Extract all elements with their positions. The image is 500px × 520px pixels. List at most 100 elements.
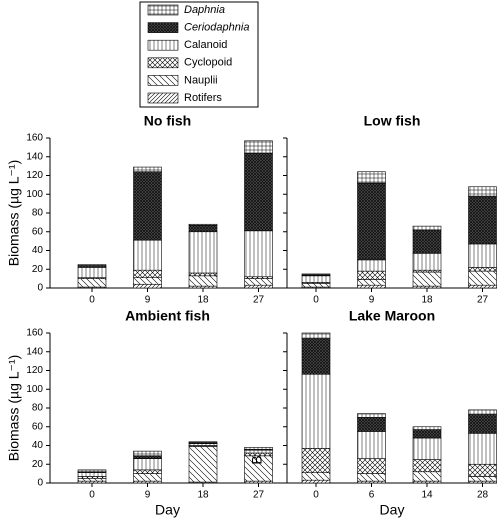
x-tick-label: 9 <box>369 295 375 306</box>
bar-segment <box>357 473 386 482</box>
bar-segment <box>357 259 386 272</box>
bar-segment <box>301 448 331 473</box>
y-tick-label: 160 <box>26 133 43 144</box>
bar-segment <box>357 458 386 474</box>
x-tick-label: 28 <box>477 490 489 501</box>
legend-swatch <box>147 92 179 104</box>
legend-swatch <box>147 57 179 69</box>
bar-segment <box>357 413 386 418</box>
y-tick-label: 100 <box>26 384 43 395</box>
y-tick-label: 60 <box>32 421 44 432</box>
y-tick-label: 0 <box>37 478 43 489</box>
bar-segment <box>357 270 386 280</box>
y-axis-label: Biomass (µg L⁻¹) <box>6 160 22 266</box>
y-tick-label: 120 <box>26 170 43 181</box>
bar-segment <box>77 469 107 473</box>
bar-segment <box>468 476 497 482</box>
y-tick-label: 120 <box>26 365 43 376</box>
bar-segment <box>468 414 497 434</box>
bar-segment <box>244 447 273 450</box>
bar-segment <box>188 223 218 226</box>
panel-title: No fish <box>144 113 191 129</box>
bar-segment <box>244 278 273 286</box>
y-axis-label: Biomass (µg L⁻¹) <box>6 355 22 461</box>
y-tick-label: 80 <box>32 208 44 219</box>
x-tick-label: 27 <box>253 295 265 306</box>
x-axis-label: Day <box>380 502 405 518</box>
bar-segment <box>468 433 497 465</box>
bar-segment <box>133 455 162 459</box>
legend-label: Calanoid <box>184 39 227 51</box>
annotation: B <box>249 455 265 464</box>
bar-segment <box>301 275 331 283</box>
legend-label: Rotifers <box>184 92 222 104</box>
bar-segment <box>77 472 107 477</box>
y-tick-label: 140 <box>26 346 43 357</box>
x-tick-label: 27 <box>477 295 489 306</box>
bar-segment <box>133 269 162 278</box>
bar-segment <box>133 277 162 285</box>
bar-segment <box>301 338 331 375</box>
bar-segment <box>468 409 497 415</box>
bar-segment <box>412 225 442 231</box>
x-tick-label: 18 <box>197 490 209 501</box>
legend-label: Cyclopoid <box>184 57 232 69</box>
bar-segment <box>133 458 162 471</box>
bar-segment <box>412 471 442 482</box>
bar-segment <box>77 278 107 288</box>
bar-segment <box>188 441 218 443</box>
x-tick-label: 0 <box>313 490 319 501</box>
bar-segment <box>133 171 162 241</box>
legend-swatch <box>147 22 179 33</box>
bar-segment <box>188 224 218 233</box>
x-tick-label: 14 <box>421 490 433 501</box>
bar-segment <box>468 270 497 286</box>
bar-segment <box>412 429 442 439</box>
bar-segment <box>77 267 107 278</box>
x-tick-label: 18 <box>421 295 433 306</box>
x-tick-label: 6 <box>369 490 375 501</box>
bar-segment <box>357 284 386 289</box>
bar-segment <box>468 267 497 272</box>
bar-segment <box>188 446 218 483</box>
bar-segment <box>133 473 162 482</box>
panel-title: Ambient fish <box>125 308 210 324</box>
bar-segment <box>468 284 497 289</box>
y-tick-label: 100 <box>26 189 43 200</box>
x-axis-label: Day <box>155 502 180 518</box>
y-tick-label: 40 <box>32 245 44 256</box>
bar-segment <box>244 284 273 289</box>
legend-label: Nauplii <box>184 74 218 86</box>
bar-segment <box>133 469 162 474</box>
panel-title: Low fish <box>364 113 421 129</box>
bar-segment <box>412 426 442 430</box>
x-tick-label: 0 <box>89 490 95 501</box>
y-tick-label: 0 <box>37 283 43 294</box>
bar-segment <box>244 230 273 278</box>
bar-segment <box>412 459 442 473</box>
y-tick-label: 160 <box>26 328 43 339</box>
bar-segment <box>412 271 442 287</box>
bar-segment <box>357 171 386 184</box>
bar-segment <box>188 275 218 287</box>
x-tick-label: 0 <box>313 295 319 306</box>
legend-swatch <box>147 4 179 16</box>
x-tick-label: 9 <box>145 490 151 501</box>
y-tick-label: 140 <box>26 151 43 162</box>
bar-segment <box>468 463 497 477</box>
bar-segment <box>244 140 273 154</box>
legend-swatch <box>147 75 179 86</box>
bar-segment <box>188 231 218 274</box>
bar-segment <box>133 283 162 289</box>
bar-segment <box>357 279 386 286</box>
bar-segment <box>77 478 107 482</box>
x-tick-label: 27 <box>253 490 265 501</box>
bar-segment <box>301 472 331 481</box>
bar-segment <box>301 283 331 288</box>
bar-segment <box>468 195 497 245</box>
bar-segment <box>133 450 162 457</box>
bar-segment <box>357 417 386 432</box>
bar-segment <box>468 186 497 197</box>
y-tick-label: 60 <box>32 226 44 237</box>
bar-segment <box>357 182 386 261</box>
